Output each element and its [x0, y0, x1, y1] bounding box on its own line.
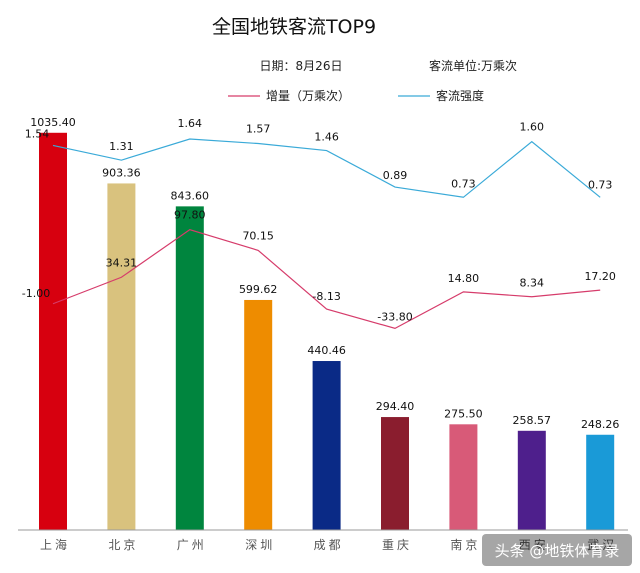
bar-label-0: 1035.40	[30, 116, 76, 129]
intensity-point-label-3: 1.57	[246, 123, 271, 136]
intensity-point-label-7: 1.60	[520, 121, 545, 134]
bar-label-4: 440.46	[307, 344, 346, 357]
intensity-series: 1.54 1.31 1.64 1.57 1.46 0.89 0.73 1.60 0.73	[25, 117, 613, 198]
bar-series	[39, 132, 615, 531]
category-labels: 上海 北京 广州 深圳 成都 重庆 南京 西安 武汉	[40, 537, 617, 552]
increment-point-label-2: 97.80	[174, 209, 206, 222]
bar-5	[381, 417, 409, 530]
category-label-0: 上海	[40, 537, 70, 552]
category-label-6: 南京	[450, 537, 480, 552]
date-text: 日期：8月26日	[260, 59, 343, 73]
unit-text: 客流单位:万乘次	[429, 58, 517, 73]
increment-point-label-1: 34.31	[106, 256, 138, 269]
bar-6	[449, 424, 478, 530]
bar-label-1: 903.36	[102, 166, 141, 179]
intensity-point-label-4: 1.46	[314, 131, 339, 144]
category-label-7: 西安	[519, 537, 549, 552]
increment-point-label-0: -1.00	[22, 287, 50, 300]
increment-point-label-8: 17.20	[584, 270, 616, 283]
bar-7	[517, 430, 546, 530]
bar-4	[312, 361, 341, 530]
increment-point-label-4: -8.13	[312, 290, 340, 303]
intensity-point-label-5: 0.89	[383, 169, 408, 182]
category-label-8: 武汉	[587, 538, 617, 552]
bar-labels: 1035.40 903.36 843.60 599.62 440.46 294.40 275…	[30, 116, 619, 431]
intensity-point-label-2: 1.64	[178, 117, 203, 130]
category-label-4: 成都	[314, 538, 344, 552]
bar-label-3: 599.62	[239, 283, 278, 296]
intensity-point-label-1: 1.31	[109, 140, 134, 153]
intensity-point-label-8: 0.73	[588, 178, 613, 191]
bar-1	[107, 183, 136, 531]
category-label-1: 北京	[108, 538, 138, 552]
legend-intensity-label: 客流强度	[436, 88, 484, 103]
watermark: 头条 @地铁体育录	[495, 542, 620, 560]
category-label-3: 深圳	[245, 538, 275, 552]
watermark-backdrop	[482, 534, 632, 566]
bar-label-5: 294.40	[376, 400, 415, 413]
increment-series: -1.00 34.31 97.80 70.15 -8.13 -33.80 14.80 8.34…	[22, 209, 616, 329]
bar-label-6: 275.50	[444, 407, 483, 420]
chart-title: 全国地铁客流TOP9	[212, 16, 376, 38]
category-label-2: 广州	[177, 538, 207, 552]
increment-point-label-3: 70.15	[242, 229, 274, 242]
category-label-5: 重庆	[382, 538, 412, 552]
increment-point-label-7: 8.34	[520, 277, 545, 290]
increment-point-label-6: 14.80	[448, 272, 480, 285]
bar-label-7: 258.57	[513, 414, 552, 427]
bar-2	[175, 206, 204, 530]
intensity-point-label-0: 1.54	[25, 127, 50, 140]
increment-point-path	[52, 228, 601, 329]
bar-8	[586, 434, 615, 530]
increment-point-label-5: -33.80	[377, 310, 412, 323]
bar-0	[39, 132, 67, 531]
bar-3	[244, 299, 273, 530]
legend-increment-label: 增量（万乘次）	[266, 89, 350, 103]
bar-label-2: 843.60	[171, 189, 210, 202]
bar-label-8: 248.26	[581, 418, 620, 431]
intensity-point-path	[52, 138, 601, 198]
intensity-point-label-6: 0.73	[451, 177, 476, 190]
